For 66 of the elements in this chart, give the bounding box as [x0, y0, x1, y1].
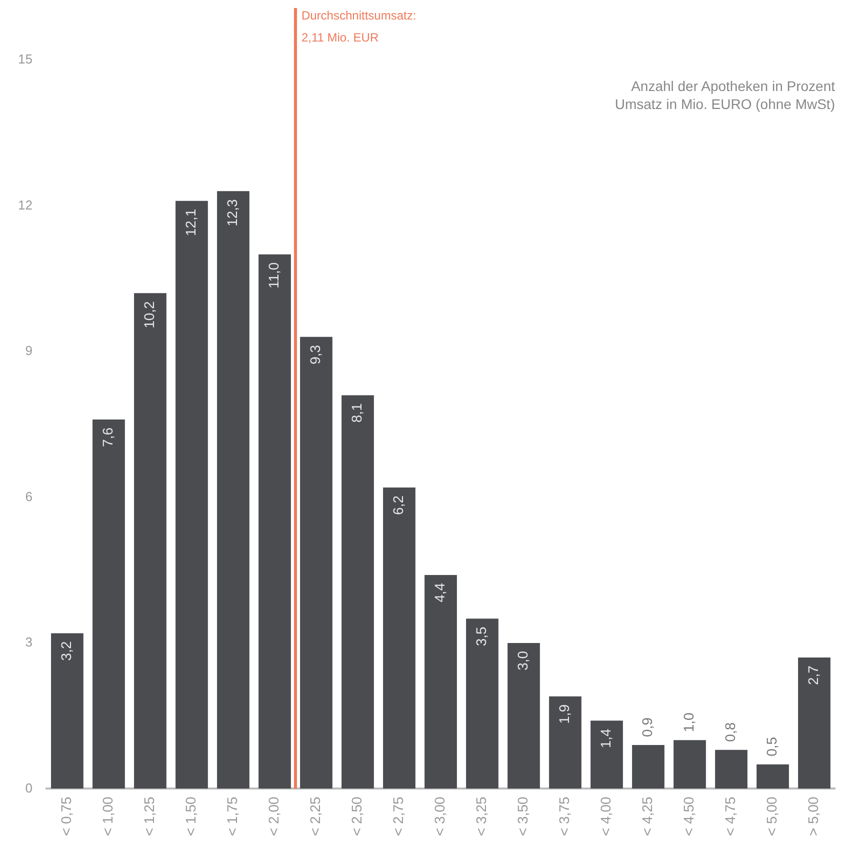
x-tick-label: < 4,25: [639, 796, 656, 836]
bar: [258, 254, 291, 789]
bar: [176, 200, 208, 789]
x-tick-label: < 1,25: [141, 796, 158, 836]
x-tick-label: < 4,00: [598, 796, 614, 836]
x-tick-label: < 3,75: [556, 796, 572, 836]
bar: [342, 395, 374, 789]
data-label: 1,0: [680, 712, 697, 732]
data-label: 6,2: [390, 495, 406, 515]
data-label: 1,9: [556, 704, 572, 724]
data-label: 9,3: [307, 344, 324, 364]
data-label: 3,5: [473, 626, 490, 646]
data-label: 0,8: [722, 722, 738, 742]
x-tick-label: < 3,50: [514, 796, 531, 836]
bar: [674, 740, 706, 789]
data-label: 1,4: [598, 728, 614, 748]
x-tick-label: < 2,75: [390, 796, 406, 836]
bar: [300, 336, 332, 789]
ref-line-label: Durchschnittsumsatz: 2,11 Mio. EUR: [301, 8, 416, 44]
data-label: 3,2: [58, 641, 74, 661]
y-tick-label: 12: [18, 197, 32, 212]
bar: [590, 720, 623, 789]
x-tick-label: < 1,00: [100, 796, 116, 836]
x-tick-label: < 3,00: [432, 796, 448, 836]
x-tick-label: < 5,00: [764, 796, 780, 836]
bar: [756, 764, 789, 789]
data-label: 12,3: [224, 198, 240, 226]
data-label: 2,7: [805, 665, 822, 685]
bar: [383, 487, 416, 789]
bar: [466, 618, 498, 789]
bar: [798, 658, 830, 789]
bar: [715, 750, 748, 789]
y-tick-label: 6: [25, 488, 32, 504]
y-tick-label: 3: [25, 634, 32, 650]
x-tick-label: < 2,50: [348, 796, 365, 836]
bar: [549, 696, 582, 789]
data-label: 8,1: [348, 402, 365, 423]
x-tick-label: < 0,75: [58, 796, 74, 836]
bar: [134, 293, 166, 789]
data-label: 12,1: [182, 208, 199, 236]
x-tick-label: < 2,25: [307, 796, 324, 836]
x-axis-title: Umsatz in Mio. EURO (ohne MwSt): [614, 96, 835, 112]
y-axis-title: Anzahl der Apotheken in Prozent: [631, 78, 836, 94]
bar: [632, 744, 664, 789]
x-tick-label: < 1,50: [182, 796, 199, 836]
data-label: 3,0: [514, 650, 531, 670]
x-tick-label: < 4,75: [722, 796, 738, 836]
data-label: 4,4: [432, 582, 448, 602]
x-tick-label: < 3,25: [473, 796, 490, 836]
bar: [424, 574, 457, 789]
data-label: 0,9: [639, 717, 656, 737]
data-label: 11,0: [266, 262, 282, 289]
bar: [92, 419, 125, 789]
x-tick-label: < 1,75: [224, 796, 240, 836]
data-label: 0,5: [764, 736, 780, 756]
data-label: 7,6: [100, 427, 116, 447]
y-tick-label: 0: [25, 780, 32, 796]
bar: [217, 191, 250, 789]
bar: [508, 642, 540, 789]
x-tick-label: < 4,50: [680, 796, 697, 836]
data-label: 10,2: [141, 300, 158, 328]
x-tick-label: > 5,00: [805, 796, 822, 836]
y-tick-label: 15: [18, 52, 32, 67]
x-tick-label: < 2,00: [266, 796, 282, 836]
bar: [51, 633, 84, 789]
y-tick-label: 9: [25, 343, 32, 358]
